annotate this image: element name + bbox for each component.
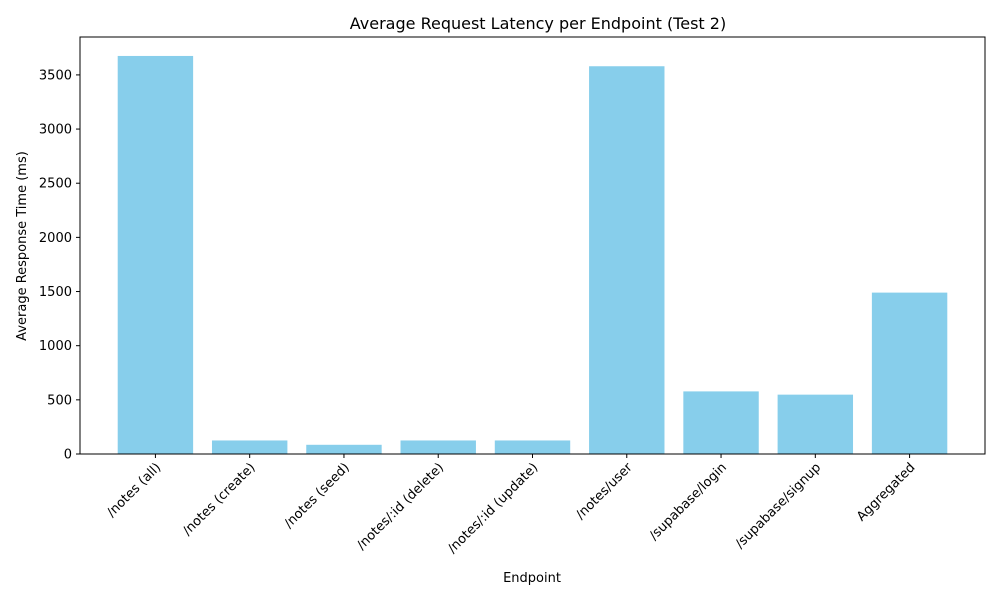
y-tick-label-7: 3500	[39, 68, 72, 83]
x-tick-label-0: /notes (all)	[104, 460, 164, 520]
bar-0	[117, 55, 194, 455]
bar-8	[871, 292, 948, 454]
x-tick-label-5: /notes/user	[573, 460, 636, 523]
x-tick-label-2: /notes (seed)	[282, 460, 353, 531]
x-axis: /notes (all) /notes (create) /notes (seed)…	[104, 454, 918, 556]
x-tick-label-6: /supabase/login	[647, 460, 730, 543]
y-tick-label-0: 0	[64, 448, 72, 463]
y-tick-label-6: 3000	[39, 123, 72, 138]
y-tick-label-3: 1500	[39, 285, 72, 300]
bar-6	[683, 391, 759, 454]
y-axis: 0 500 1000 1500 2000 2500 3000 3500	[39, 68, 80, 463]
x-tick-label-7: /supabase/signup	[733, 460, 824, 551]
bar-7	[777, 394, 854, 454]
chart-title: Average Request Latency per Endpoint (Te…	[350, 14, 726, 33]
x-axis-label: Endpoint	[503, 571, 561, 586]
x-tick-label-8: Aggregated	[854, 460, 918, 524]
y-axis-label: Average Response Time (ms)	[15, 151, 30, 341]
x-tick-label-1: /notes (create)	[180, 460, 258, 538]
bar-1	[211, 440, 288, 454]
x-tick-label-3: /notes/:id (delete)	[354, 460, 447, 553]
y-tick-label-5: 2500	[39, 177, 72, 192]
bar-5	[589, 66, 665, 455]
plot-frame	[79, 36, 986, 455]
bar-4	[494, 440, 571, 454]
x-tick-label-4: /notes/:id (update)	[445, 460, 541, 556]
bar-3	[400, 440, 476, 454]
y-tick-label-1: 500	[47, 393, 72, 408]
bars-group	[117, 55, 948, 455]
y-tick-label-2: 1000	[39, 339, 72, 354]
bar-2	[306, 444, 382, 454]
y-tick-label-4: 2000	[39, 231, 72, 246]
